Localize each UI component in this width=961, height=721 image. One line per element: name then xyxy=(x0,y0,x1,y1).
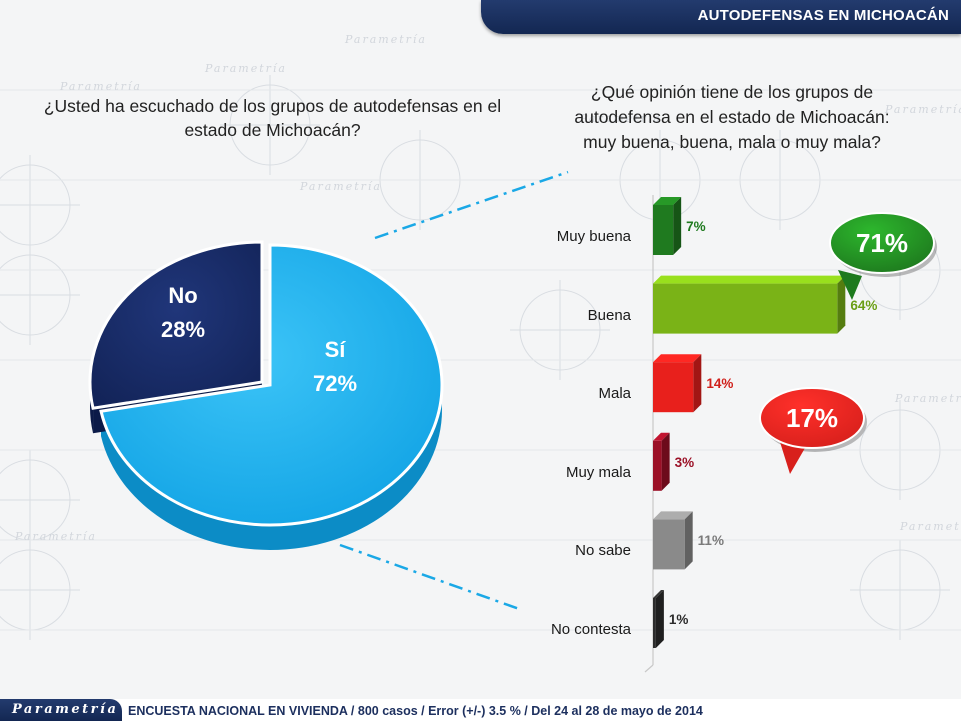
annotation-text: 17% xyxy=(786,403,838,433)
bar-category-label: Muy buena xyxy=(556,228,631,245)
watermark-text: Parametría xyxy=(344,33,427,46)
bar-value-label: 1% xyxy=(668,612,689,627)
connector-line-top xyxy=(374,170,569,240)
header-band: AUTODEFENSAS EN MICHOACÁN xyxy=(481,0,961,34)
question-right-line-1: ¿Qué opinión tiene de los grupos de xyxy=(590,82,874,102)
bar xyxy=(653,205,674,255)
question-right: ¿Qué opinión tiene de los grupos de auto… xyxy=(522,80,942,155)
annotation-bubble: 71% xyxy=(829,212,937,300)
watermark-text: Parametría xyxy=(204,62,287,75)
bar xyxy=(653,519,685,570)
watermark-text: Parametría xyxy=(579,112,662,125)
bar-side xyxy=(661,432,670,491)
bar-category-label: Muy mala xyxy=(565,463,631,481)
footer: Parametría ENCUESTA NACIONAL EN VIVIENDA… xyxy=(0,699,961,721)
connector-line-bottom xyxy=(339,543,523,612)
footer-logo-text: Parametría xyxy=(12,702,119,717)
pie-category-label: Sí xyxy=(325,337,347,362)
bar-value-label: 64% xyxy=(850,297,878,313)
watermark-text: Parametría xyxy=(14,530,97,543)
watermark-text: Parametría xyxy=(299,180,382,193)
bar-category-label: No contesta xyxy=(550,621,631,638)
bar-top xyxy=(653,275,846,284)
page-title: AUTODEFENSAS EN MICHOACÁN xyxy=(697,7,949,24)
watermark-text: Parametría xyxy=(884,103,961,116)
bar-category-label: Buena xyxy=(587,306,631,324)
footer-source: ENCUESTA NACIONAL EN VIVIENDA / 800 caso… xyxy=(128,704,703,718)
bar-top xyxy=(653,432,670,441)
bar-value-label: 11% xyxy=(697,533,724,549)
annotation-text: 71% xyxy=(856,228,908,258)
bar-value-label: 14% xyxy=(706,376,734,392)
bar-side xyxy=(837,275,846,334)
bar-side xyxy=(693,354,702,413)
watermark-text: Parametría xyxy=(59,80,142,93)
question-right-line-3: muy buena, buena, mala o muy mala? xyxy=(583,132,881,152)
bar-top xyxy=(653,590,664,598)
bar-side xyxy=(673,197,682,255)
bar-category-label: Mala xyxy=(598,385,631,403)
bar-top xyxy=(653,354,702,363)
bar-category-label: No sabe xyxy=(575,542,631,560)
footer-logo: Parametría xyxy=(0,699,122,721)
bar xyxy=(653,362,694,413)
bar-top xyxy=(653,511,693,520)
question-right-line-2: autodefensa en el estado de Michoacán: xyxy=(574,107,890,127)
bar-top xyxy=(653,197,682,205)
pie-value-label: 72% xyxy=(313,371,357,396)
bar-value-label: 3% xyxy=(674,454,695,470)
question-left: ¿Usted ha escuchado de los grupos de aut… xyxy=(43,96,502,140)
bar-value-label: 7% xyxy=(686,219,706,234)
pie-category-label: No xyxy=(168,283,197,308)
bar xyxy=(653,440,662,491)
pie-value-label: 28% xyxy=(161,317,205,342)
bar-axis-foot xyxy=(644,664,654,673)
bar xyxy=(653,598,656,648)
watermark-text: Parametría xyxy=(899,520,961,533)
bar-side xyxy=(684,511,693,570)
watermark-text: Parametría xyxy=(894,392,961,405)
annotation-bubble: 17% xyxy=(759,387,867,474)
bar xyxy=(653,283,838,334)
pie-slice-si xyxy=(99,243,444,527)
pie-slice-no xyxy=(88,240,264,410)
bar-side xyxy=(655,590,664,648)
